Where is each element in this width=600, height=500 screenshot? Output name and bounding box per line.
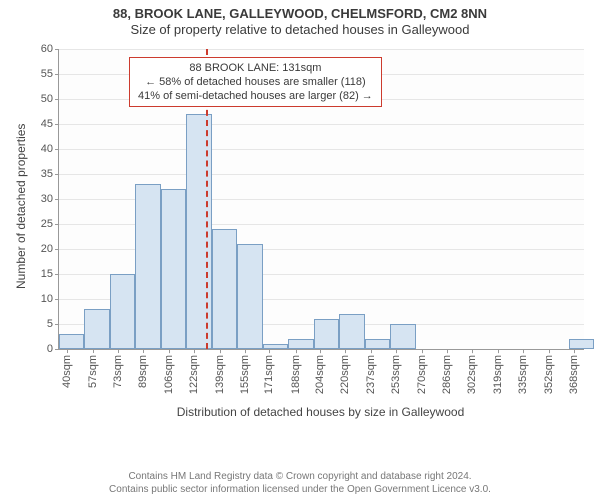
histogram-bar	[339, 314, 364, 349]
gridline	[59, 149, 584, 150]
annotation-box: 88 BROOK LANE: 131sqm← 58% of detached h…	[129, 57, 382, 108]
gridline	[59, 174, 584, 175]
histogram-bar	[237, 244, 262, 349]
x-tick-label: 73sqm	[112, 349, 124, 388]
histogram-bar	[161, 189, 186, 349]
y-tick-label: 30	[41, 193, 59, 205]
x-tick-label: 302sqm	[466, 349, 478, 394]
y-tick-label: 0	[47, 343, 59, 355]
annotation-line: 41% of semi-detached houses are larger (…	[138, 89, 373, 103]
x-tick-label: 270sqm	[416, 349, 428, 394]
y-tick-label: 10	[41, 293, 59, 305]
x-tick-label: 237sqm	[365, 349, 377, 394]
title-sub: Size of property relative to detached ho…	[0, 22, 600, 38]
gridline	[59, 124, 584, 125]
x-tick-label: 352sqm	[543, 349, 555, 394]
histogram-bar	[110, 274, 135, 349]
x-tick-label: 220sqm	[339, 349, 351, 394]
x-tick-label: 286sqm	[441, 349, 453, 394]
title-main: 88, BROOK LANE, GALLEYWOOD, CHELMSFORD, …	[0, 6, 600, 22]
y-tick-label: 20	[41, 243, 59, 255]
y-tick-label: 55	[41, 68, 59, 80]
histogram-bar	[314, 319, 339, 349]
x-tick-label: 319sqm	[492, 349, 504, 394]
y-axis-label: Number of detached properties	[14, 123, 28, 288]
x-tick-label: 204sqm	[314, 349, 326, 394]
histogram-bar	[288, 339, 313, 349]
attribution-footer: Contains HM Land Registry data © Crown c…	[0, 470, 600, 496]
y-tick-label: 5	[47, 318, 59, 330]
y-tick-label: 45	[41, 118, 59, 130]
x-tick-label: 139sqm	[214, 349, 226, 394]
y-tick-label: 40	[41, 143, 59, 155]
x-tick-label: 368sqm	[568, 349, 580, 394]
x-tick-label: 89sqm	[137, 349, 149, 388]
x-tick-label: 57sqm	[87, 349, 99, 388]
x-tick-label: 335sqm	[517, 349, 529, 394]
x-tick-label: 40sqm	[61, 349, 73, 388]
histogram-bar	[263, 344, 288, 349]
y-tick-label: 25	[41, 218, 59, 230]
histogram-bar	[84, 309, 109, 349]
histogram-bar	[365, 339, 390, 349]
histogram-bar	[390, 324, 415, 349]
x-tick-label: 171sqm	[263, 349, 275, 394]
x-tick-label: 106sqm	[163, 349, 175, 394]
x-tick-label: 188sqm	[290, 349, 302, 394]
histogram-bar	[135, 184, 160, 349]
x-tick-label: 122sqm	[188, 349, 200, 394]
y-tick-label: 50	[41, 93, 59, 105]
x-tick-label: 253sqm	[390, 349, 402, 394]
histogram-bar	[212, 229, 237, 349]
histogram-bar	[59, 334, 84, 349]
y-tick-label: 15	[41, 268, 59, 280]
gridline	[59, 49, 584, 50]
y-tick-label: 60	[41, 43, 59, 55]
x-tick-label: 155sqm	[239, 349, 251, 394]
footer-line-1: Contains HM Land Registry data © Crown c…	[0, 470, 600, 483]
footer-line-2: Contains public sector information licen…	[0, 483, 600, 496]
plot-area: 05101520253035404550556040sqm57sqm73sqm8…	[58, 49, 584, 350]
chart-title-block: 88, BROOK LANE, GALLEYWOOD, CHELMSFORD, …	[0, 0, 600, 39]
y-tick-label: 35	[41, 168, 59, 180]
annotation-line: ← 58% of detached houses are smaller (11…	[138, 75, 373, 89]
chart-area: 0 5 10 15 20 25 30 35 40 45 50 55 60 40sqm 57sqm 73sqm 8…	[0, 39, 600, 434]
x-axis-label: Distribution of detached houses by size …	[58, 405, 583, 419]
histogram-bar	[569, 339, 594, 349]
histogram-bar	[186, 114, 211, 349]
annotation-line: 88 BROOK LANE: 131sqm	[138, 61, 373, 75]
